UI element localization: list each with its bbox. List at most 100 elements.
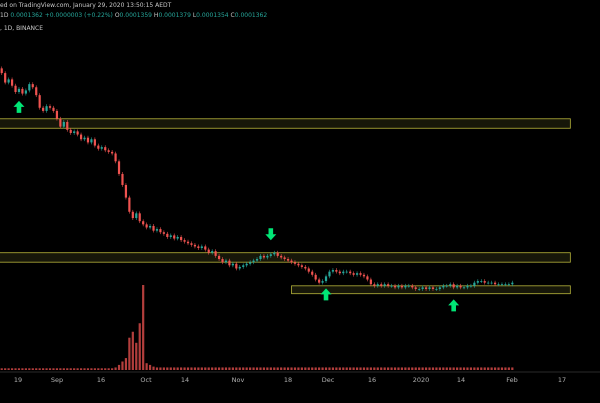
- candle-body: [314, 274, 317, 280]
- candle-body: [128, 197, 131, 212]
- candle-body: [290, 260, 293, 263]
- volume-bar: [169, 367, 172, 370]
- candle-body: [17, 88, 21, 92]
- volume-bar: [131, 331, 134, 370]
- volume-bar: [452, 367, 455, 370]
- volume-bar: [497, 367, 500, 370]
- volume-bar: [380, 367, 383, 370]
- volume-bar: [421, 367, 424, 370]
- candle-body: [400, 285, 404, 288]
- volume-bar: [135, 342, 138, 370]
- candle-body: [31, 84, 34, 88]
- volume-bar: [242, 367, 245, 370]
- volume-bar: [328, 367, 331, 370]
- candle-body: [142, 221, 145, 225]
- time-axis: 19 Sep 16 Oct 14 Nov 18 Dec 16 2020 14 Feb 17: [14, 376, 566, 384]
- volume-bar: [487, 367, 490, 370]
- volume-bar: [52, 368, 55, 370]
- candle-body: [204, 246, 207, 250]
- candle-body: [35, 87, 38, 96]
- candle-body: [397, 285, 400, 288]
- candle-body: [173, 235, 176, 239]
- volume-bar: [324, 367, 328, 370]
- volume-bar: [83, 368, 86, 370]
- volume-bar: [473, 367, 476, 370]
- candle-body: [45, 106, 48, 111]
- volume-bar: [342, 367, 345, 370]
- volume-bar: [411, 367, 414, 370]
- candle-body: [217, 255, 221, 260]
- candle-body: [111, 151, 114, 154]
- candle-body: [155, 229, 159, 231]
- volume-bar: [204, 367, 207, 370]
- candle-body: [221, 259, 224, 263]
- x-tick-label: 14: [457, 376, 465, 384]
- ohlc-low-key: L: [192, 12, 197, 19]
- interval-label[interactable]: 1D: [0, 12, 9, 19]
- volume-bar: [173, 367, 176, 370]
- candle-body: [345, 271, 348, 273]
- volume-bar: [387, 367, 390, 370]
- candle-body: [135, 213, 138, 219]
- volume-bar: [152, 366, 155, 370]
- candle-body: [407, 285, 410, 287]
- candle-body: [262, 255, 266, 258]
- candle-body: [487, 282, 490, 284]
- volume-bar: [283, 367, 286, 370]
- candle-body: [383, 284, 386, 286]
- volume-bar: [511, 367, 514, 370]
- candle-body: [352, 273, 355, 275]
- candle-body: [431, 287, 435, 289]
- candle-body: [69, 129, 72, 133]
- volume-bar: [107, 368, 110, 370]
- candle-body: [449, 284, 452, 286]
- candle-body: [435, 288, 438, 290]
- volume-bar: [280, 367, 283, 370]
- candle-body: [121, 173, 124, 185]
- candle-body: [359, 273, 362, 275]
- volume-bar: [276, 367, 279, 370]
- candle-body: [245, 263, 248, 266]
- published-caption: ed on TradingView.com, January 29, 2020 …: [0, 2, 172, 9]
- volume-bar: [476, 367, 479, 370]
- symbol-info-row: 1D 0.0001362 +0.0000003 (+0.22%) O0.0001…: [0, 12, 267, 19]
- candle-body: [66, 121, 69, 130]
- volume-bar: [293, 367, 297, 370]
- candle-body: [235, 263, 238, 269]
- candle-body: [114, 153, 117, 162]
- volume-bar: [335, 367, 338, 370]
- upper-zone[interactable]: [0, 118, 571, 129]
- volume-bar: [480, 367, 483, 370]
- volume-bar: [318, 367, 321, 370]
- candle-body: [242, 265, 245, 267]
- volume-layer: [0, 285, 514, 370]
- volume-bar: [90, 368, 93, 370]
- lower-zone[interactable]: [291, 285, 571, 295]
- candle-body: [456, 285, 459, 288]
- candle-body: [86, 137, 90, 143]
- volume-bar: [148, 364, 152, 370]
- candle-body: [342, 271, 345, 274]
- volume-bar: [500, 367, 504, 370]
- candle-body: [73, 131, 76, 133]
- candle-body: [297, 263, 300, 266]
- candle-body: [166, 233, 169, 237]
- candle-body: [411, 285, 414, 288]
- volume-bar: [235, 367, 238, 370]
- volume-bar: [456, 367, 459, 370]
- volume-bar: [21, 368, 24, 370]
- candle-body: [497, 284, 500, 286]
- volume-bar: [262, 367, 266, 370]
- candle-body: [7, 79, 10, 83]
- volume-bar: [117, 364, 121, 370]
- volume-bar: [104, 368, 107, 370]
- candle-body: [52, 107, 55, 111]
- candle-body: [421, 287, 424, 289]
- volume-bar: [14, 368, 17, 370]
- price-change: +0.0000003 (+0.22%): [44, 12, 113, 19]
- candle-body: [197, 246, 200, 248]
- candle-body: [228, 260, 231, 266]
- volume-bar: [7, 368, 10, 370]
